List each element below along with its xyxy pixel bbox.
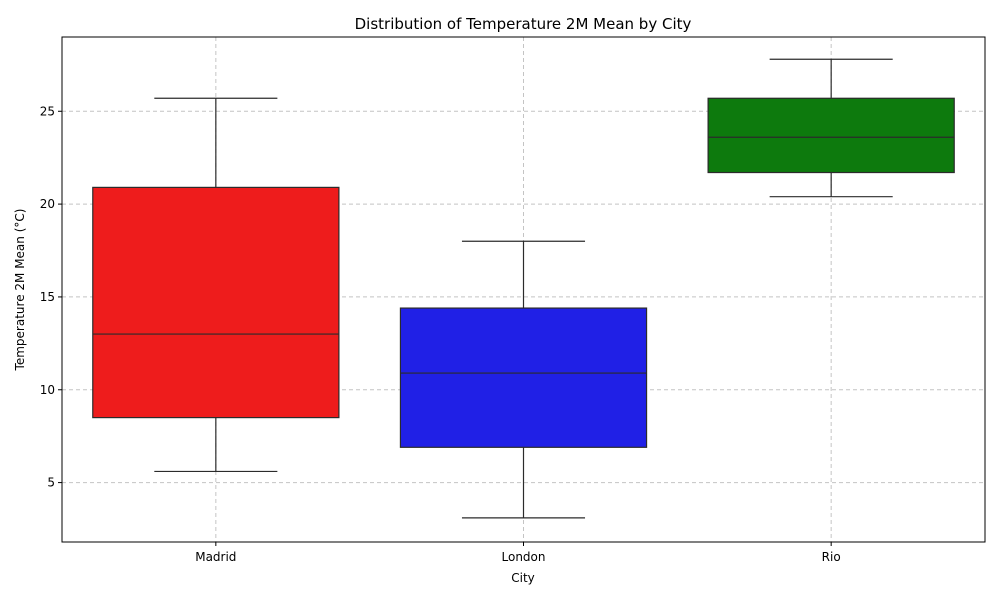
- y-tick-label: 15: [40, 290, 55, 304]
- x-tick-label: Rio: [822, 550, 841, 564]
- chart-title: Distribution of Temperature 2M Mean by C…: [355, 15, 692, 33]
- y-tick-label: 10: [40, 383, 55, 397]
- x-tick-label: London: [502, 550, 546, 564]
- boxes: [92, 58, 955, 519]
- y-axis-label: Temperature 2M Mean (°C): [13, 209, 27, 372]
- x-tick-label: Madrid: [195, 550, 236, 564]
- x-axis-label: City: [511, 571, 535, 585]
- iqr-box: [92, 186, 340, 419]
- y-tick-label: 20: [40, 197, 55, 211]
- ticks: 5 10 15 20 25 Madrid London Rio: [40, 104, 841, 564]
- y-tick-label: 5: [47, 476, 55, 490]
- iqr-box: [707, 97, 955, 174]
- box-rio: [707, 58, 955, 198]
- box-london: [399, 240, 648, 519]
- box-madrid: [92, 97, 340, 473]
- iqr-box: [399, 307, 648, 448]
- y-tick-label: 25: [40, 104, 55, 118]
